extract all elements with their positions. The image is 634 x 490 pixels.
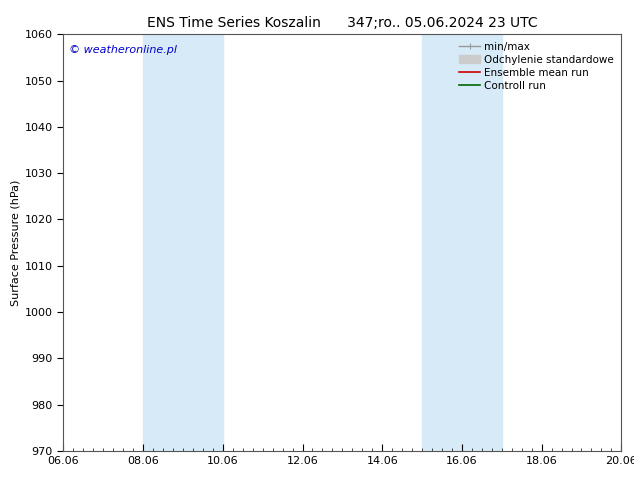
Bar [422, 34, 501, 451]
Title: ENS Time Series Koszalin      347;ro.. 05.06.2024 23 UTC: ENS Time Series Koszalin 347;ro.. 05.06.… [147, 16, 538, 30]
Text: © weatheronline.pl: © weatheronline.pl [69, 45, 177, 55]
Bar [143, 34, 223, 451]
Legend: min/max, Odchylenie standardowe, Ensemble mean run, Controll run: min/max, Odchylenie standardowe, Ensembl… [455, 37, 618, 95]
Y-axis label: Surface Pressure (hPa): Surface Pressure (hPa) [11, 179, 21, 306]
